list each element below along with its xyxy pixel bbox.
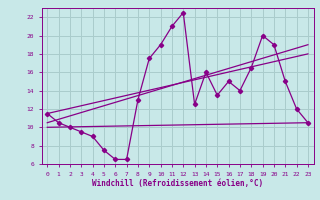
- X-axis label: Windchill (Refroidissement éolien,°C): Windchill (Refroidissement éolien,°C): [92, 179, 263, 188]
